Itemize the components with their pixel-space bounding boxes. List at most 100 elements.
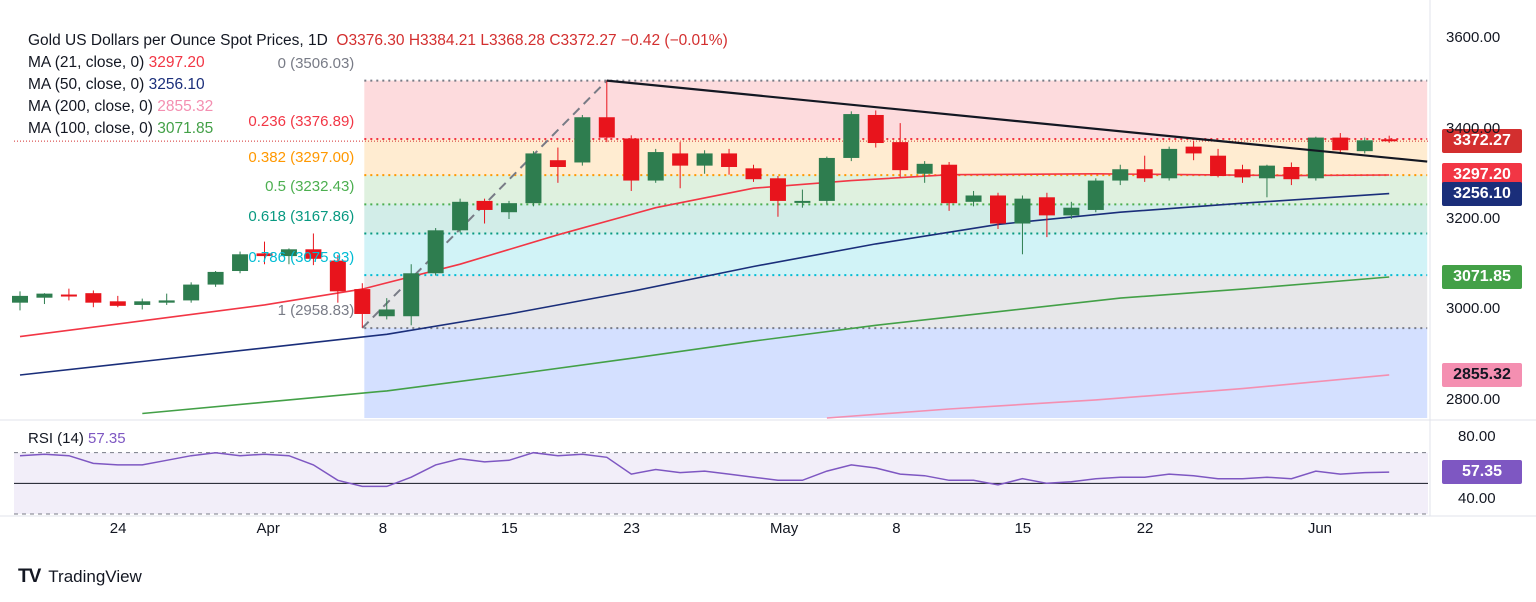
ma100-legend[interactable]: MA (100, close, 0) 3071.85 [28, 118, 728, 140]
candle-body [549, 160, 566, 167]
fib-level-label: 0.618 (3167.86) [248, 207, 355, 225]
price-tag: 3372.27 [1442, 129, 1522, 154]
moving-average-line [19, 172, 1390, 338]
candle-body [696, 153, 713, 166]
candle-body [501, 203, 517, 213]
ma-value: 3071.85 [157, 120, 214, 137]
candle-body [941, 164, 958, 204]
candle-body [403, 273, 420, 317]
candle-body [1381, 139, 1398, 142]
time-tick-label: 15 [1014, 520, 1032, 537]
candle-body [721, 153, 738, 167]
price-tick-label: 3000.00 [1446, 300, 1501, 318]
time-tick-label: 24 [109, 520, 127, 537]
fib-level-label: 0 (3506.03) [277, 54, 355, 72]
symbol-title: Gold US Dollars per Ounce Spot Prices, 1… [28, 32, 328, 49]
candle-body [354, 289, 371, 314]
candle-body [1307, 137, 1324, 179]
rsi-value: 57.35 [88, 430, 126, 447]
candle-body [867, 114, 884, 144]
low-value: L3368.28 [480, 32, 546, 49]
candle-body [476, 200, 493, 210]
candle-body [794, 200, 811, 203]
candle-body [36, 293, 53, 298]
ma-label: MA (100, close, 0) [28, 120, 153, 137]
candle-body [60, 294, 77, 297]
fib-zone [364, 204, 1428, 234]
candle-body [183, 284, 200, 301]
fib-level-label: 1 (2958.83) [277, 302, 355, 320]
candle-body [280, 249, 297, 257]
candle-body [1210, 155, 1227, 177]
candle-body [1258, 165, 1275, 179]
fib-level-label: 0.382 (3297.00) [248, 149, 355, 167]
ma21-legend[interactable]: MA (21, close, 0) 3297.20 [28, 52, 728, 74]
price-tick-label: 3600.00 [1446, 29, 1501, 47]
candle-body [1014, 198, 1031, 224]
candle-body [232, 254, 249, 272]
candle-body [305, 249, 322, 259]
time-tick-label: Apr [256, 520, 280, 537]
candle-body [843, 114, 860, 158]
fib-level-label: 0.786 (3075.93) [248, 249, 355, 267]
rsi-value-tag: 57.35 [1442, 460, 1522, 485]
fib-level-label: 0.236 (3376.89) [248, 112, 355, 130]
open-value: O3376.30 [336, 32, 405, 49]
candle-body [158, 300, 175, 303]
time-tick-label: Jun [1307, 520, 1333, 537]
candle-body [1356, 140, 1373, 152]
ma200-legend[interactable]: MA (200, close, 0) 2855.32 [28, 96, 728, 118]
time-tick-label: May [769, 520, 799, 537]
rsi-line [19, 451, 1390, 488]
candle-body [1038, 197, 1055, 216]
candle-body [818, 157, 835, 201]
rsi-tick-label: 40.00 [1458, 489, 1496, 507]
change-value: −0.42 (−0.01%) [620, 32, 728, 49]
candle-body [1112, 169, 1129, 181]
candle-body [525, 153, 542, 204]
price-tick-label: 3200.00 [1446, 210, 1501, 227]
candle-body [1234, 169, 1251, 178]
tradingview-logo-icon: TV [18, 566, 41, 587]
time-tick-label: 15 [501, 520, 518, 537]
rsi-tick-label: 80.00 [1458, 428, 1496, 446]
candle-body [647, 152, 664, 181]
moving-average-line [826, 374, 1390, 419]
trendline [606, 79, 1428, 163]
candle-body [598, 117, 615, 138]
price-tick-label: 2800.00 [1446, 390, 1501, 408]
candle-body [745, 168, 762, 180]
ma50-legend[interactable]: MA (50, close, 0) 3256.10 [28, 74, 728, 96]
candle-body [1063, 207, 1080, 216]
moving-average-line [19, 192, 1390, 376]
rsi-label: RSI (14) [28, 430, 84, 447]
candle-body [623, 138, 640, 181]
fib-zone [364, 328, 1428, 418]
candle-body [207, 271, 224, 285]
candle-body [1283, 166, 1300, 180]
rsi-legend[interactable]: RSI (14) 57.35 [28, 430, 126, 447]
high-value: H3384.21 [408, 32, 477, 49]
candle-body [12, 295, 28, 303]
ma-label: MA (200, close, 0) [28, 98, 153, 115]
candle-body [329, 260, 346, 292]
candle-body [1185, 146, 1202, 154]
candle-body [990, 195, 1006, 224]
ma-label: MA (21, close, 0) [28, 54, 145, 71]
ma-label: MA (50, close, 0) [28, 76, 145, 93]
price-tag: 3256.10 [1442, 181, 1522, 206]
candle-body [85, 293, 102, 303]
fib-zone [364, 275, 1428, 329]
candle-body [672, 153, 689, 166]
brand-name: TradingView [48, 567, 142, 586]
close-value: C3372.27 [549, 32, 617, 49]
candle-body [109, 301, 126, 306]
candle-body [769, 178, 786, 201]
price-tick-label: 3400.00 [1446, 119, 1501, 137]
candle-body [256, 253, 273, 257]
candle-body [574, 117, 591, 163]
tradingview-brand[interactable]: TV TradingView [18, 566, 142, 588]
price-tag: 2855.32 [1442, 362, 1522, 387]
fib-level-label: 0.5 (3232.43) [265, 178, 355, 196]
